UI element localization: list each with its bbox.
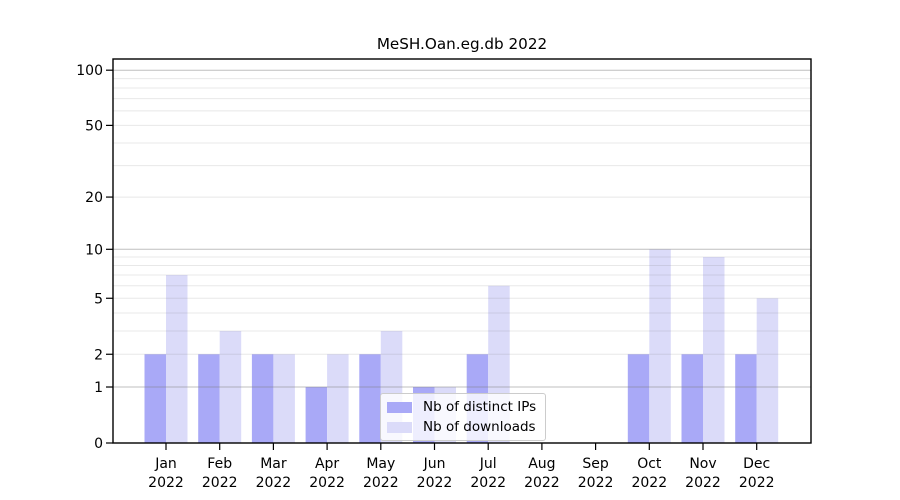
bar-downloads-apr [327,354,349,443]
x-tick-label-year: 2022 [148,475,184,491]
plot-border [112,58,812,444]
legend-item-distinct-ips: Nb of distinct IPs [387,399,537,415]
y-tick-label: 50 [85,118,103,134]
legend-label: Nb of downloads [423,419,536,435]
x-tick-label-month: Mar [260,456,287,472]
chart-title: MeSH.Oan.eg.db 2022 [376,35,548,53]
bar-distinct-ips-feb [198,354,220,443]
x-tick-label-year: 2022 [256,475,292,491]
x-tick-label-month: Apr [315,456,339,472]
bar-distinct-ips-may [359,354,381,443]
x-tick-label-year: 2022 [417,475,453,491]
y-tick-label: 0 [94,436,103,452]
bar-downloads-jan [166,275,188,443]
bar-distinct-ips-oct [627,354,650,443]
bar-downloads-dec [756,298,779,443]
bar-downloads-oct [649,249,671,443]
x-tick-label-year: 2022 [470,475,506,491]
bar-distinct-ips-apr [305,387,328,443]
x-tick-label-month: Jul [479,456,497,472]
x-tick-label-month: Nov [689,456,716,472]
y-tick-label: 2 [94,347,103,363]
bar-downloads-mar [273,354,295,443]
distinct-ips-swatch [387,401,412,413]
x-tick-label-year: 2022 [631,475,667,491]
bar-distinct-ips-nov [681,354,703,443]
x-tick-label-year: 2022 [524,475,560,491]
x-tick-label-month: Jun [423,456,446,472]
x-tick-label-year: 2022 [202,475,238,491]
x-tick-label-month: Feb [207,456,232,472]
x-tick-label-month: May [366,456,395,472]
y-tick-label: 5 [94,291,103,307]
x-tick-label-year: 2022 [363,475,399,491]
legend-label: Nb of distinct IPs [423,399,537,415]
x-tick-label-month: Oct [637,456,662,472]
bar-distinct-ips-mar [251,354,274,443]
legend: Nb of distinct IPs Nb of downloads [380,393,546,441]
bar-distinct-ips-jan [144,354,166,443]
y-tick-label: 20 [85,190,103,206]
downloads-swatch [387,421,412,433]
y-tick-label: 100 [76,63,103,79]
x-tick-label-month: Jan [154,456,177,472]
x-tick-label-year: 2022 [685,475,721,491]
x-tick-label-year: 2022 [309,475,345,491]
x-tick-label-year: 2022 [578,475,614,491]
y-tick-label: 1 [94,380,103,396]
x-tick-label-month: Dec [743,456,770,472]
legend-item-downloads: Nb of downloads [387,419,537,435]
x-tick-label-month: Sep [582,456,609,472]
x-tick-label-year: 2022 [739,475,775,491]
x-tick-label-month: Aug [528,456,555,472]
bar-distinct-ips-dec [735,354,757,443]
y-tick-label: 10 [85,242,103,258]
bar-downloads-nov [703,257,725,443]
